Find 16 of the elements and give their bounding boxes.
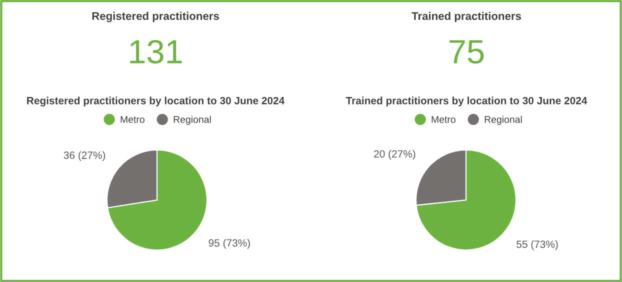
legend-label: Regional <box>484 116 522 125</box>
chart-title: Trained practitioners by location to 30 June 2024 <box>346 96 588 106</box>
text: 131 <box>130 40 182 64</box>
pie-slice <box>416 149 517 251</box>
data-label: 55 (73%) <box>516 240 558 250</box>
legend-label: Metro <box>120 116 144 123</box>
chart-title: Registered practitioners by location to 30 June 2024 <box>27 96 285 106</box>
legend-label: Metro <box>432 116 456 123</box>
data-label: 20 (27%) <box>374 150 416 160</box>
text: Registered practitioners <box>92 12 219 22</box>
data-label: 95 (73%) <box>208 239 250 249</box>
text: 75 <box>450 40 484 64</box>
data-label: 36 (27%) <box>64 151 106 161</box>
legend-label: Regional <box>174 116 211 125</box>
text: Trained practitioners <box>412 12 522 22</box>
pie-slice <box>107 149 208 251</box>
